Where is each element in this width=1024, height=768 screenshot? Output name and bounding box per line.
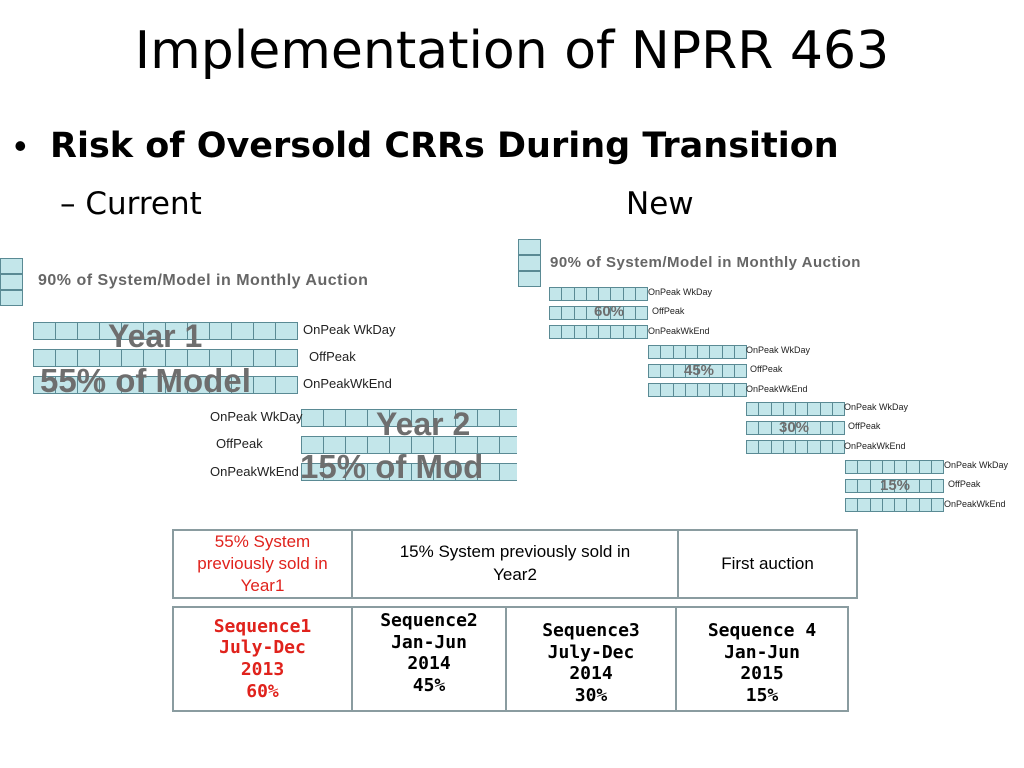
year1-label-offpeak: OffPeak [309,349,356,364]
new-group3-label-onpeak: OnPeak WkDay [844,402,909,412]
sequence-2-name: Sequence2 [380,610,478,631]
sequence-cell-4: Sequence 4 Jan-Jun 2015 15% [677,608,847,710]
new-group4-label-wkend: OnPeakWkEnd [944,499,1006,509]
new-group2-label-onpeak: OnPeak WkDay [746,345,811,355]
new-group1-label-wkend: OnPeakWkEnd [648,326,710,336]
sequence-cell-2: Sequence2 Jan-Jun 2014 45% [353,608,507,710]
sequence-2-year: 2014 [407,653,451,675]
year1-label-onpeak: OnPeak WkDay [303,322,396,337]
sequence-3-period: July-Dec [547,641,635,663]
new-group3-label-offpeak: OffPeak [848,421,881,431]
sequence-cell-3: Sequence3 July-Dec 2014 30% [507,608,677,710]
sequence-3-pct: 30% [574,684,608,706]
year2-bars [301,409,517,481]
new-group1-pct: 60% [594,303,625,320]
sequence-3-year: 2014 [569,663,613,685]
table-cell-year1: 55% System previously sold in Year1 [174,531,353,597]
current-label: – Current [60,186,202,222]
sequence-2-period: Jan-Jun [391,631,467,653]
sequence-1-period: July-Dec [219,637,306,659]
previously-sold-table: 55% System previously sold in Year1 15% … [172,529,858,599]
new-group3-label-wkend: OnPeakWkEnd [844,441,906,451]
new-group3-bars [746,402,845,454]
year2-label-onpeak: OnPeak WkDay [210,409,303,424]
new-group1-label-onpeak: OnPeak WkDay [648,287,713,297]
year2-label-wkend: OnPeakWkEnd [210,464,299,479]
sequence-1-pct: 60% [246,680,279,702]
sequence-4-name: Sequence 4 [707,620,817,641]
sequence-4-year: 2015 [740,663,784,685]
new-group3-pct: 30% [779,419,810,436]
new-group2-label-offpeak: OffPeak [750,364,783,374]
sequence-cell-1: Sequence1 July-Dec 2013 60% [174,608,353,710]
sequence-3-name: Sequence3 [542,620,640,641]
new-group2-pct: 45% [684,362,715,379]
year2-subtitle-clip: 15% of Mod [300,448,517,486]
year1-label-wkend: OnPeakWkEnd [303,376,392,391]
new-group4-pct: 15% [880,477,911,494]
bullet-dot: • [14,125,27,166]
sequence-1-name: Sequence1 [213,615,312,637]
sequence-4-pct: 15% [745,684,779,706]
sequence-1-year: 2013 [240,659,285,680]
slide-title: Implementation of NPRR 463 [134,21,890,81]
new-label: New [626,186,694,222]
year2-label-offpeak: OffPeak [216,436,263,451]
bullet-text: Risk of Oversold CRRs During Transition [50,126,839,166]
new-heading-stack [518,239,541,287]
new-group1-bars [549,287,648,339]
current-heading-stack [0,258,23,306]
sequence-table: Sequence1 July-Dec 2013 60% Sequence2 Ja… [172,606,849,712]
new-group4-bars [845,460,944,512]
current-heading: 90% of System/Model in Monthly Auction [38,272,369,289]
year2-subtitle: 15% of Mod [300,448,484,485]
new-group2-bars [648,345,747,397]
table-cell-first-auction: First auction [721,554,814,573]
new-group1-label-offpeak: OffPeak [652,306,685,316]
new-group4-label-offpeak: OffPeak [948,479,981,489]
year2-title: Year 2 [376,406,471,442]
new-heading: 90% of System/Model in Monthly Auction [550,254,861,271]
year1-bars [33,322,298,394]
new-group4-label-onpeak: OnPeak WkDay [944,460,1009,470]
sequence-2-pct: 45% [412,674,446,696]
table-cell-year2: 15% System previously sold in Year2 [353,531,679,597]
year1-title: Year 1 [108,318,203,354]
year1-subtitle: 55% of Model [40,362,251,399]
sequence-4-period: Jan-Jun [724,641,800,663]
new-group2-label-wkend: OnPeakWkEnd [746,384,808,394]
